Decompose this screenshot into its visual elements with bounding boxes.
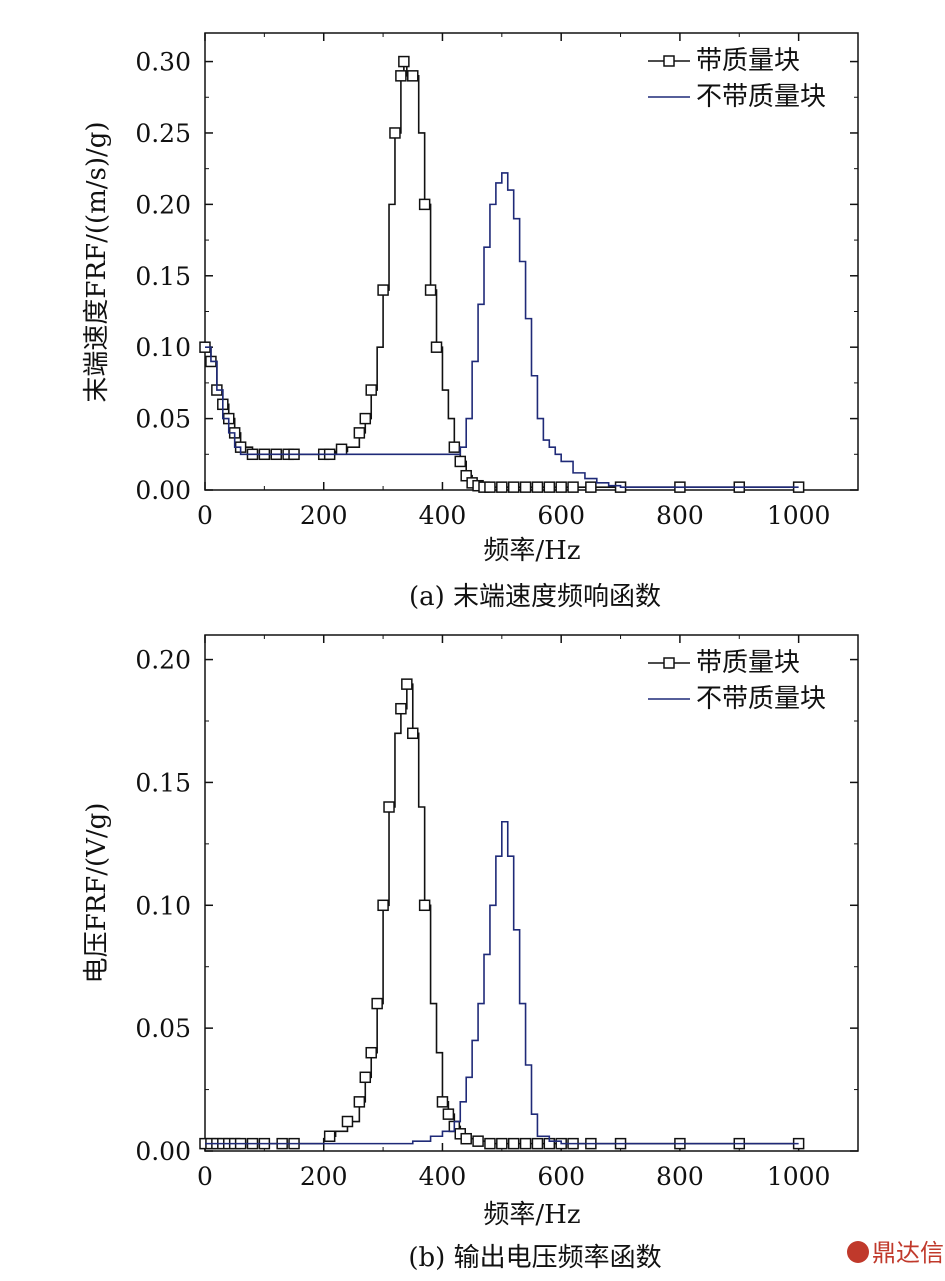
data-point-marker <box>418 899 431 912</box>
y-tick-label: 0.00 <box>135 476 191 505</box>
data-point-marker <box>496 1137 508 1150</box>
legend-label: 带质量块 <box>696 46 800 76</box>
data-point-marker <box>519 1137 532 1150</box>
y-axis-title: 末端速度FRF/((m/s)/g) <box>82 121 112 402</box>
data-point-marker <box>567 481 579 493</box>
data-point-marker <box>389 127 401 139</box>
data-point-marker <box>472 1135 484 1147</box>
series-line-without-mass <box>205 172 799 488</box>
y-tick-label: 0.25 <box>135 119 191 148</box>
y-tick-label: 0.20 <box>135 646 191 675</box>
y-tick-label: 0.15 <box>135 262 191 291</box>
data-point-marker <box>335 443 348 456</box>
plot-frame <box>204 634 859 1152</box>
data-point-marker <box>359 1071 372 1084</box>
figure-caption: (a) 末端速度频响函数 <box>409 582 661 612</box>
data-point-marker <box>484 1137 496 1150</box>
figure-caption: (b) 输出电压频率函数 <box>408 1243 661 1273</box>
data-point-marker <box>383 801 395 813</box>
data-point-marker <box>407 70 419 82</box>
x-tick-label: 600 <box>537 501 585 530</box>
data-point-marker <box>365 1046 377 1059</box>
x-tick-label: 400 <box>419 501 467 530</box>
y-tick-label: 0.15 <box>135 768 191 797</box>
data-point-marker <box>496 481 508 493</box>
data-point-marker <box>341 1115 354 1128</box>
y-tick-label: 0.05 <box>135 1014 191 1043</box>
data-point-marker <box>460 469 472 482</box>
x-tick-label: 800 <box>656 1162 704 1191</box>
chart-end-velocity-frf: 末端速度FRF/((m/s)/g) 频率/Hz (a) 末端速度频响函数 0 20… <box>82 32 859 612</box>
y-tick-label: 0.05 <box>135 405 191 434</box>
x-axis-title: 频率/Hz <box>483 536 580 566</box>
data-point-marker <box>507 481 520 493</box>
legend-swatch-marker <box>663 657 675 669</box>
series-line-with-mass <box>205 683 799 1145</box>
wechat-icon <box>847 1241 869 1263</box>
data-point-marker <box>323 1130 336 1143</box>
y-axis-title: 电压FRF/(V/g) <box>82 803 112 984</box>
x-tick-label: 0 <box>197 1162 213 1191</box>
data-point-marker <box>507 1137 520 1150</box>
data-point-marker <box>395 702 407 715</box>
x-tick-label: 1000 <box>767 1162 831 1191</box>
plot-frame <box>204 32 859 491</box>
x-tick-label: 600 <box>537 1162 585 1191</box>
data-point-marker <box>531 481 544 493</box>
data-point-marker <box>585 481 597 493</box>
data-point-marker <box>531 1137 544 1150</box>
data-point-marker <box>555 481 567 493</box>
data-point-marker <box>460 1132 472 1145</box>
data-point-marker <box>442 1108 455 1120</box>
legend-label: 不带质量块 <box>696 684 826 714</box>
data-point-marker <box>353 1096 366 1108</box>
data-point-marker <box>543 481 556 493</box>
data-point-marker <box>398 55 410 68</box>
x-axis-title: 频率/Hz <box>483 1200 580 1230</box>
data-point-marker <box>436 1096 449 1108</box>
data-point-marker <box>371 997 383 1010</box>
watermark-text: 鼎达信 <box>872 1239 944 1267</box>
data-point-marker <box>401 678 413 690</box>
x-tick-label: 400 <box>419 1162 467 1191</box>
data-point-marker <box>519 481 532 493</box>
y-tick-label: 0.10 <box>135 891 191 920</box>
data-point-marker <box>418 198 431 211</box>
x-tick-label: 1000 <box>767 501 831 530</box>
data-point-marker <box>430 341 443 353</box>
data-point-marker <box>484 481 496 493</box>
data-point-marker <box>365 384 377 396</box>
data-point-marker <box>377 899 389 912</box>
series-line-without-mass <box>205 820 799 1145</box>
data-point-marker <box>359 412 372 425</box>
data-point-marker <box>448 441 461 453</box>
data-point-marker <box>454 455 467 468</box>
series-line-with-mass <box>205 60 799 488</box>
data-point-marker <box>395 70 407 82</box>
y-tick-label: 0.10 <box>135 333 191 362</box>
legend-swatch-marker <box>663 55 675 67</box>
x-tick-label: 0 <box>197 501 213 530</box>
legend-label: 不带质量块 <box>696 82 826 112</box>
watermark-logo: 鼎达信 <box>847 1239 944 1267</box>
x-tick-label: 800 <box>656 501 704 530</box>
y-tick-label: 0.30 <box>135 48 191 77</box>
data-point-marker <box>377 284 389 296</box>
chart-output-voltage-frf: 电压FRF/(V/g) 频率/Hz (b) 输出电压频率函数 0 200 400 60… <box>82 634 859 1273</box>
y-tick-label: 0.20 <box>135 190 191 219</box>
data-point-marker <box>407 727 419 740</box>
data-point-marker <box>424 284 437 296</box>
legend-label: 带质量块 <box>696 648 800 678</box>
data-point-marker <box>353 427 366 439</box>
x-tick-label: 200 <box>300 1162 348 1191</box>
y-tick-label: 0.00 <box>135 1137 191 1166</box>
x-tick-label: 200 <box>300 501 348 530</box>
